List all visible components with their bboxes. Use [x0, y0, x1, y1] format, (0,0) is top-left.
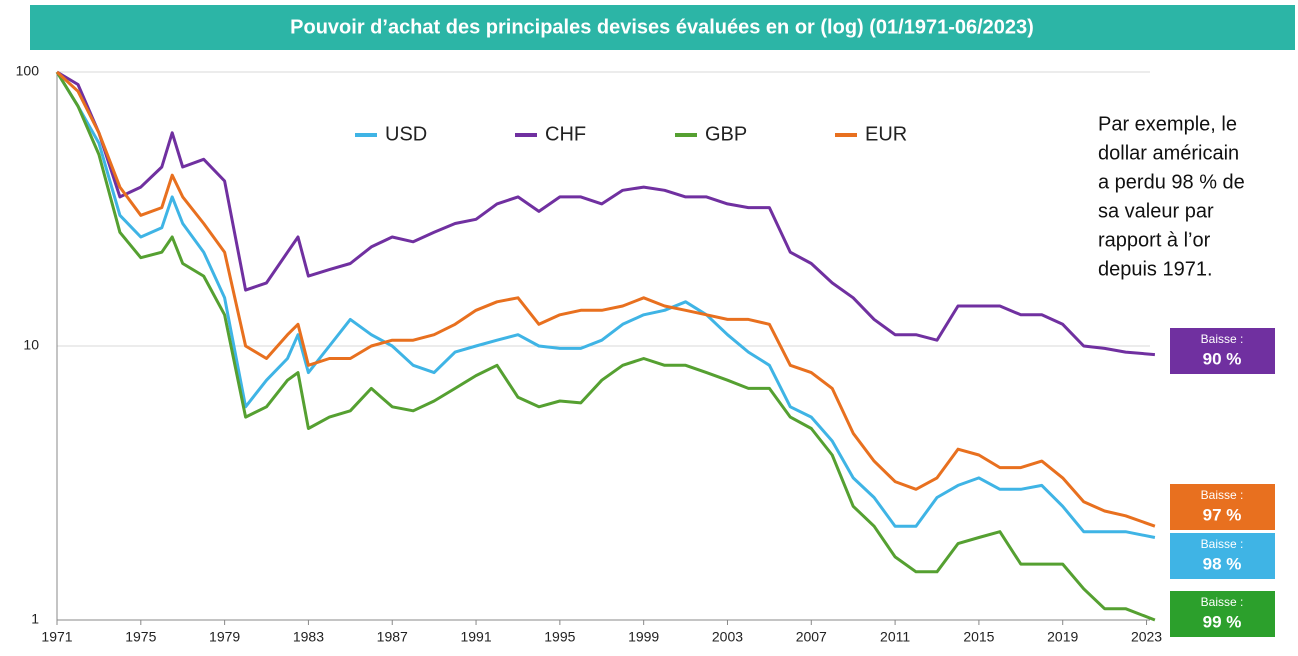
series-line: [55, 71, 1156, 622]
x-tick-label: 1995: [544, 629, 575, 645]
title-banner: [30, 5, 1295, 50]
legend-label: EUR: [865, 123, 907, 145]
x-tick-label: 2019: [1047, 629, 1078, 645]
badge: [1170, 484, 1275, 530]
annotation: Par exemple, le: [1098, 113, 1237, 135]
badge-text: 97 %: [1203, 505, 1242, 524]
legend-label: USD: [385, 123, 427, 145]
y-tick-label: 100: [16, 63, 40, 79]
badge-title: Baisse :: [1201, 332, 1244, 346]
annotation: rapport à l’or: [1098, 229, 1211, 251]
x-tick-label: 1999: [628, 629, 659, 645]
x-tick-label: 1983: [293, 629, 324, 645]
x-tick-label: 1987: [377, 629, 408, 645]
badge: [1170, 328, 1275, 374]
x-tick-label: 1971: [41, 629, 72, 645]
x-tick-label: 2015: [963, 629, 994, 645]
series-line: [55, 71, 1156, 539]
badge: [1170, 591, 1275, 637]
y-tick-label: 1: [31, 611, 39, 627]
x-tick-label: 2011: [880, 629, 910, 645]
series-line: [56, 70, 1156, 357]
badge-title: Baisse :: [1201, 537, 1244, 551]
badge-text: 98 %: [1203, 554, 1242, 573]
annotation: a perdu 98 % de: [1098, 171, 1245, 193]
badge-title: Baisse :: [1201, 595, 1244, 609]
legend-label: CHF: [545, 123, 586, 145]
series-line: [55, 70, 1156, 528]
badge-text: 99 %: [1203, 612, 1242, 631]
annotation: dollar américain: [1098, 142, 1239, 164]
badge-text: 90 %: [1203, 349, 1242, 368]
x-tick-label: 2007: [796, 629, 827, 645]
badge: [1170, 533, 1275, 579]
legend-label: GBP: [705, 123, 747, 145]
x-tick-label: 2023: [1131, 629, 1162, 645]
badge-title: Baisse :: [1201, 488, 1244, 502]
annotation: depuis 1971.: [1098, 258, 1213, 280]
x-tick-label: 1975: [125, 629, 156, 645]
x-tick-label: 2003: [712, 629, 743, 645]
annotation: sa valeur par: [1098, 200, 1214, 222]
x-tick-label: 1991: [460, 629, 491, 645]
chart-title: Pouvoir d’achat des principales devises …: [290, 16, 1034, 38]
y-tick-label: 10: [23, 337, 39, 353]
x-tick-label: 1979: [209, 629, 240, 645]
